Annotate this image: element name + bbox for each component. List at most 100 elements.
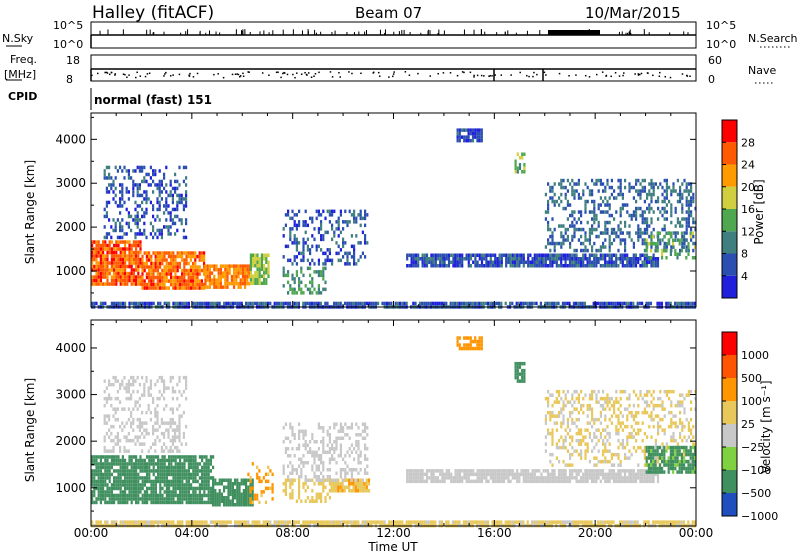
data-cell [158, 179, 161, 184]
data-cell [410, 264, 413, 268]
data-cell [99, 483, 102, 487]
data-cell [593, 260, 596, 264]
data-cell [181, 465, 184, 470]
data-cell [156, 279, 159, 283]
data-cell [159, 462, 162, 466]
data-cell [91, 472, 94, 477]
data-cell [165, 458, 168, 463]
data-cell [179, 483, 182, 487]
data-cell [91, 243, 94, 248]
data-cell [586, 185, 589, 190]
data-cell [300, 258, 303, 263]
data-cell [584, 248, 587, 253]
data-cell [93, 500, 96, 505]
data-cell [114, 396, 117, 401]
data-cell [553, 245, 556, 249]
data-cell [456, 469, 459, 473]
data-cell [439, 264, 442, 268]
data-cell [260, 260, 263, 264]
data-cell [190, 458, 193, 463]
data-cell [108, 268, 111, 272]
data-cell [304, 447, 307, 451]
data-cell [136, 190, 139, 194]
data-cell [139, 282, 142, 286]
data-cell [169, 193, 172, 198]
data-cell [328, 436, 331, 440]
data-cell [137, 282, 140, 286]
data-cell [472, 260, 475, 264]
y-tick-label: 2000 [55, 220, 86, 234]
data-cell [163, 254, 166, 259]
data-cell [141, 479, 144, 484]
data-cell [643, 248, 646, 253]
data-cell [621, 206, 624, 211]
data-cell [231, 492, 234, 496]
data-cell [207, 465, 210, 470]
data-cell [119, 497, 122, 501]
data-cell [627, 301, 630, 306]
data-cell [456, 260, 459, 264]
data-cell [317, 273, 320, 278]
data-cell [291, 482, 294, 486]
data-cell [613, 189, 616, 193]
data-cell [168, 483, 171, 487]
data-cell [108, 449, 111, 453]
data-cell [106, 486, 109, 491]
data-cell [471, 135, 475, 139]
data-cell [113, 483, 116, 487]
data-cell [491, 476, 495, 480]
data-cell [478, 131, 481, 136]
data-cell [553, 227, 556, 232]
data-cell [304, 284, 307, 288]
data-cell [161, 251, 164, 255]
data-cell [113, 243, 116, 248]
data-cell [132, 389, 135, 394]
data-cell [300, 280, 303, 285]
data-cell [260, 264, 263, 268]
data-cell [105, 386, 108, 390]
data-cell [102, 486, 105, 491]
data-cell [99, 257, 102, 262]
data-cell [566, 178, 569, 183]
data-cell [514, 170, 517, 174]
data-cell [117, 261, 120, 265]
data-cell [256, 260, 259, 264]
data-cell [412, 253, 415, 257]
data-cell [176, 275, 179, 280]
data-cell [121, 462, 124, 466]
data-cell [208, 274, 211, 279]
data-cell [141, 286, 144, 290]
data-cell [93, 278, 96, 283]
data-cell [181, 486, 184, 491]
data-cell [185, 386, 188, 390]
data-cell [267, 301, 270, 306]
data-cell [284, 436, 287, 440]
data-cell [355, 433, 358, 437]
data-cell [445, 264, 448, 268]
data-cell [612, 260, 616, 264]
nave-dot [526, 74, 528, 77]
data-cell [170, 279, 173, 283]
data-cell [267, 271, 270, 275]
data-cell [178, 218, 181, 222]
data-cell [216, 492, 219, 496]
data-cell [187, 486, 190, 491]
data-cell [287, 258, 290, 263]
data-cell [117, 264, 120, 269]
data-cell [491, 469, 495, 473]
data-cell [500, 469, 503, 473]
data-cell [306, 496, 309, 500]
data-cell [298, 223, 301, 228]
data-cell [154, 410, 157, 415]
data-cell [121, 455, 124, 459]
data-cell [194, 301, 197, 306]
data-cell [555, 199, 558, 204]
data-cell [485, 476, 488, 480]
data-cell [157, 458, 160, 463]
data-cell [180, 200, 183, 205]
data-cell [137, 271, 140, 276]
data-cell [320, 237, 323, 242]
data-cell [580, 227, 583, 232]
data-cell [364, 457, 367, 461]
data-cell [474, 131, 477, 136]
